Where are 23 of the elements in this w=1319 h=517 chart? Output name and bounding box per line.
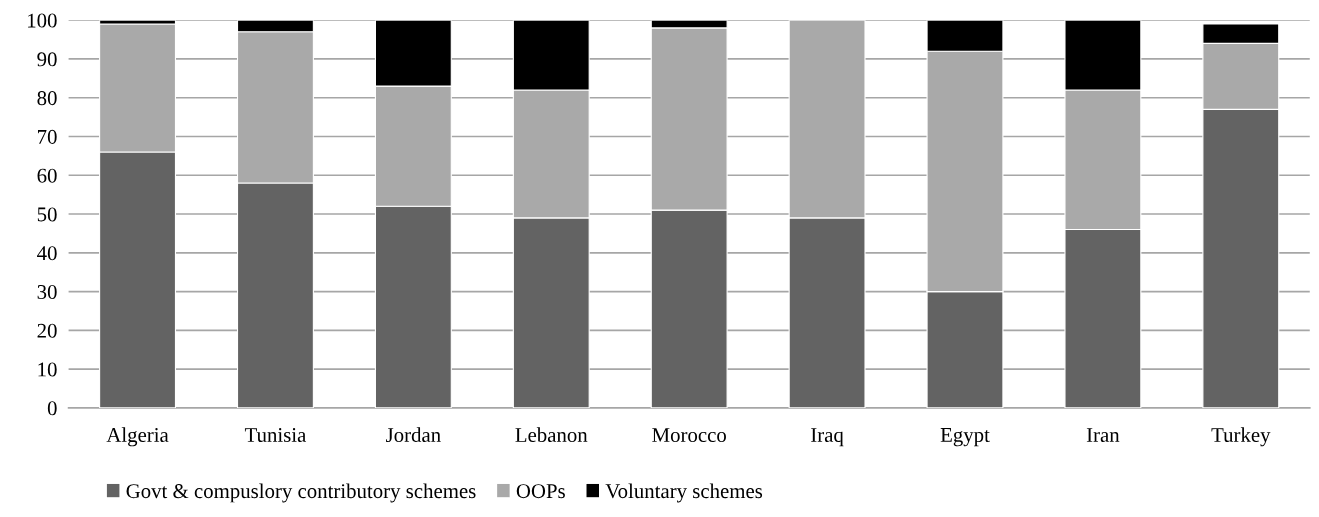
x-tick-label: Tunisia [244, 428, 307, 443]
y-tick-label: 80 [37, 91, 57, 106]
y-tick-label: 0 [47, 401, 57, 416]
legend-label: Voluntary schemes [605, 483, 763, 503]
legend-label: OOPs [516, 484, 565, 499]
y-tick-label: 40 [37, 246, 57, 261]
y-tick-label: 100 [28, 13, 57, 28]
x-tick-label: Lebanon [515, 427, 588, 443]
legend-label: Govt & compuslory contributory schemes [126, 483, 476, 503]
y-tick-label: 70 [38, 129, 57, 144]
y-tick-label: 60 [37, 168, 57, 183]
x-tick-label: Egypt [940, 428, 990, 447]
y-tick-label: 20 [37, 323, 57, 338]
y-tick-label: 50 [37, 207, 57, 222]
x-tick-label: Iran [1086, 428, 1120, 443]
x-tick-label: Jordan [386, 427, 441, 443]
x-tick-label: Turkey [1211, 427, 1271, 447]
x-tick-label: Iraq [811, 428, 844, 447]
y-tick-label: 90 [37, 52, 57, 67]
x-tick-label: Morocco [652, 428, 726, 443]
y-tick-label: 30 [37, 284, 57, 300]
x-tick-label: Algeria [106, 427, 169, 447]
y-tick-label: 10 [38, 362, 57, 377]
